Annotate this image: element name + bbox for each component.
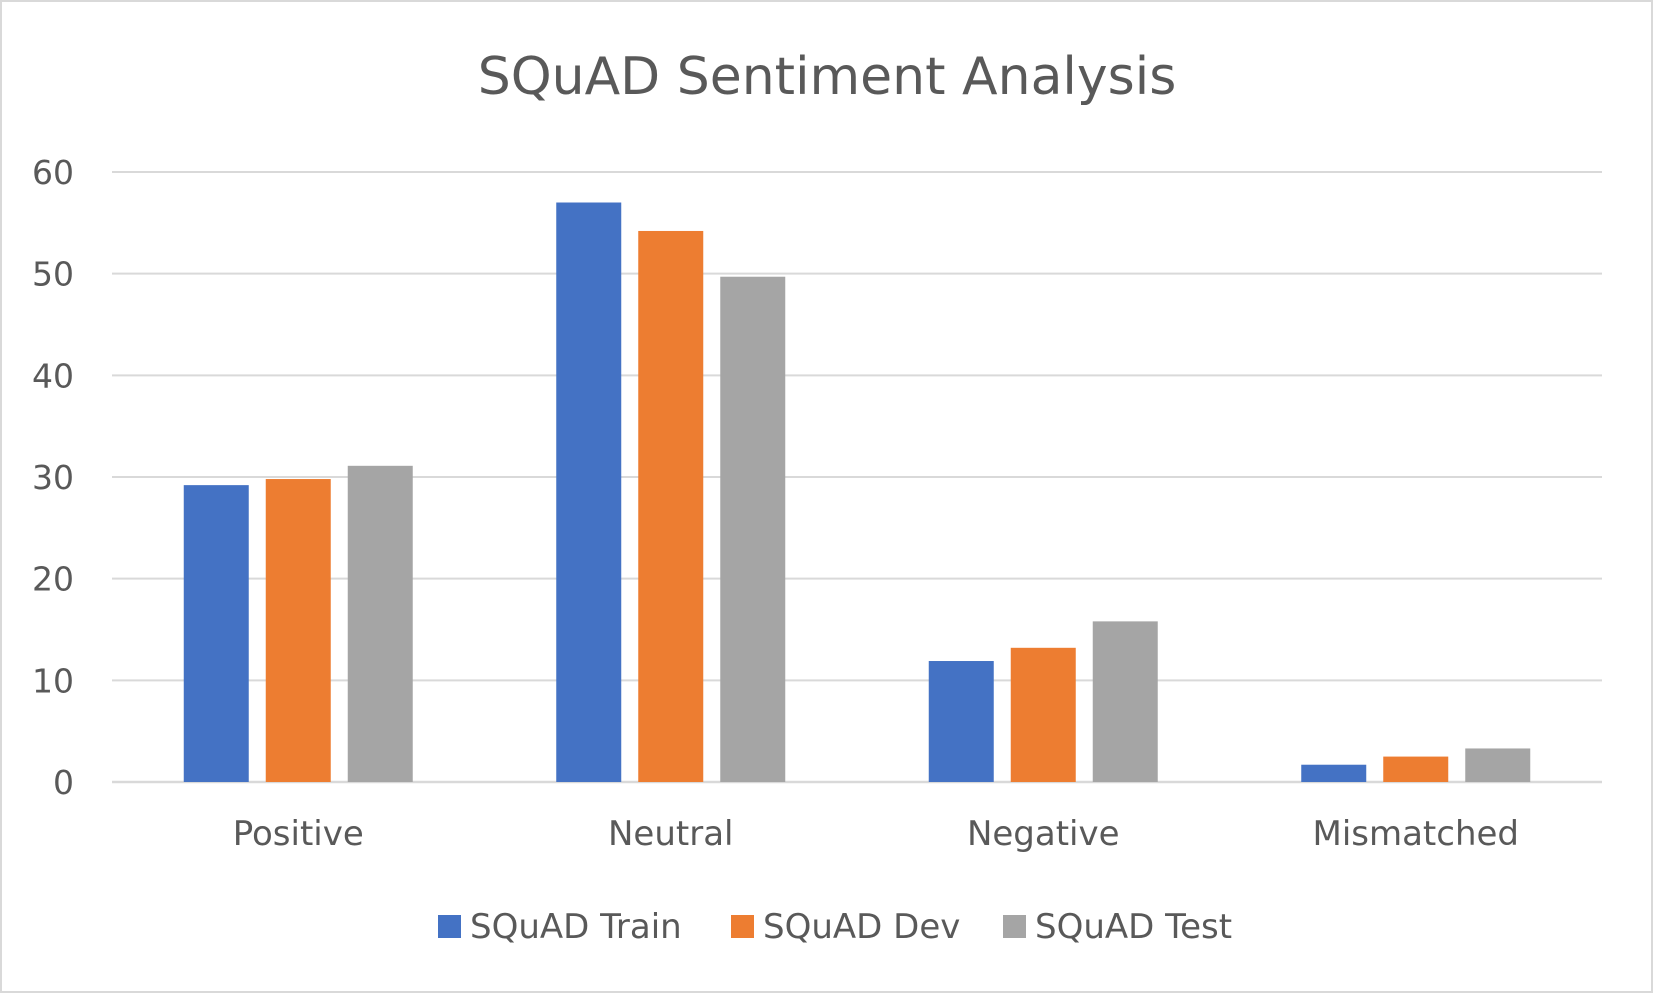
bar-neutral-squad-train (556, 202, 622, 782)
bar-neutral-squad-dev (638, 230, 704, 782)
legend: SQuAD Train SQuAD Dev SQuAD Test (438, 907, 1232, 947)
bar-positive-squad-test (347, 465, 413, 782)
x-category-label: Negative (967, 814, 1120, 854)
y-tick-label: 0 (53, 763, 74, 802)
gridlines (112, 171, 1602, 784)
y-tick-label: 50 (32, 255, 74, 294)
bar-mismatched-squad-test (1465, 748, 1531, 782)
legend-label: SQuAD Dev (763, 907, 960, 947)
x-axis-category-labels: Positive Neutral Negative Mismatched (233, 814, 1519, 854)
bars (183, 202, 1531, 782)
legend-swatch (438, 915, 461, 938)
legend-label: SQuAD Train (470, 907, 682, 947)
legend-label: SQuAD Test (1035, 907, 1232, 947)
bar-negative-squad-test (1092, 621, 1158, 782)
bar-neutral-squad-test (720, 276, 786, 782)
x-category-label: Mismatched (1312, 814, 1519, 854)
chart-title: SQuAD Sentiment Analysis (478, 47, 1177, 107)
bar-positive-squad-dev (265, 479, 331, 782)
bar-mismatched-squad-train (1301, 764, 1367, 782)
y-tick-label: 30 (32, 458, 74, 497)
y-tick-label: 10 (32, 661, 74, 700)
y-tick-label: 40 (32, 356, 74, 395)
bar-negative-squad-dev (1010, 647, 1076, 782)
y-axis-tick-labels: 0 10 20 30 40 50 60 (32, 153, 74, 802)
bar-negative-squad-train (928, 661, 994, 782)
y-tick-label: 60 (32, 153, 74, 192)
legend-swatch (1003, 915, 1026, 938)
x-category-label: Neutral (608, 814, 734, 854)
legend-swatch (731, 915, 754, 938)
bar-mismatched-squad-dev (1383, 756, 1449, 782)
bar-positive-squad-train (183, 485, 249, 782)
y-tick-label: 20 (32, 560, 74, 599)
x-category-label: Positive (233, 814, 364, 854)
